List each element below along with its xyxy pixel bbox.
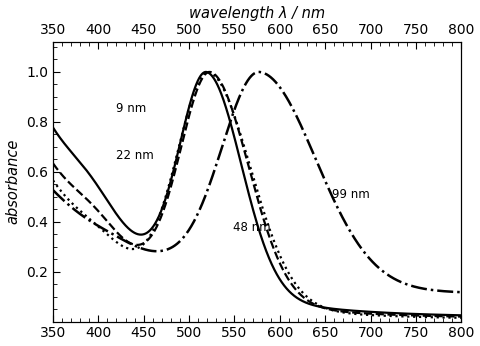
Text: 22 nm: 22 nm	[117, 149, 154, 162]
Y-axis label: absorbance: absorbance	[6, 139, 21, 225]
Text: 99 nm: 99 nm	[333, 188, 370, 201]
Text: 48 nm: 48 nm	[233, 221, 270, 235]
Text: 9 nm: 9 nm	[117, 102, 147, 115]
X-axis label: wavelength λ / nm: wavelength λ / nm	[189, 6, 325, 20]
